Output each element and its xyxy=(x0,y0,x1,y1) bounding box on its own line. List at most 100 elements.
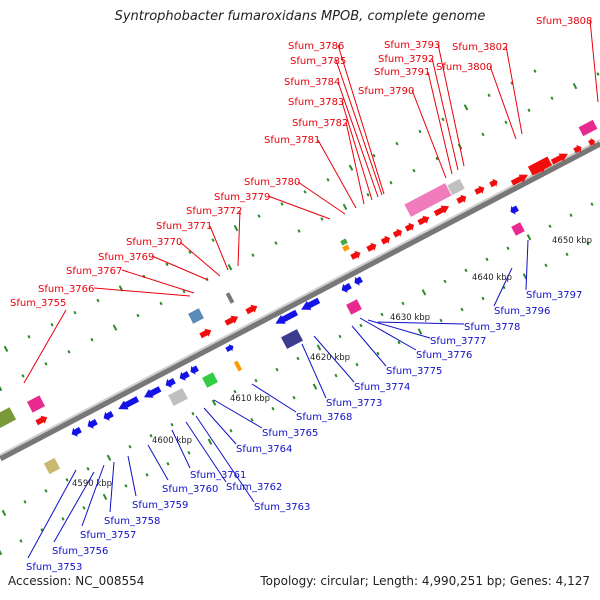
reverse-gene-label: Sfum_3765 xyxy=(262,428,318,439)
tick-dot xyxy=(586,241,590,246)
genome-backbone xyxy=(0,139,600,462)
map-title: Syntrophobacter fumaroxidans MPOB, compl… xyxy=(114,9,486,24)
forward-gene-label: Sfum_3770 xyxy=(126,237,182,248)
tick-dot xyxy=(366,193,370,197)
label-leader xyxy=(377,321,465,325)
label-leader xyxy=(589,19,599,103)
tick-dot xyxy=(397,340,401,345)
tick-dot xyxy=(380,312,384,317)
tick-dot xyxy=(1,509,7,517)
misc-feature xyxy=(340,238,348,246)
tick-dot xyxy=(187,450,191,455)
tick-dot xyxy=(565,252,569,257)
tick-dot xyxy=(460,307,464,312)
tick-dot xyxy=(19,539,23,543)
reverse-gene-label: Sfum_3757 xyxy=(80,530,136,541)
misc-feature xyxy=(202,372,218,388)
forward-gene-label: Sfum_3800 xyxy=(436,62,492,73)
forward-gene-label: Sfum_3781 xyxy=(264,135,320,146)
tick-dot xyxy=(417,328,423,335)
scale-ticks: 4590 kbp 4600 kbp 4610 kbp 4620 kbp 4630 kbp… xyxy=(72,236,592,489)
reverse-gene-label: Sfum_3796 xyxy=(494,306,550,317)
reverse-gene-label: Sfum_3768 xyxy=(296,412,352,423)
scale-tick-label: 4630 kbp xyxy=(390,313,430,323)
forward-gene-label: Sfum_3755 xyxy=(10,298,66,309)
tick-dot xyxy=(316,344,322,351)
reverse-gene-label: Sfum_3760 xyxy=(162,484,218,495)
tick-dot xyxy=(251,253,255,257)
tick-dot xyxy=(297,229,301,233)
tick-dot xyxy=(275,367,279,372)
tick-dot xyxy=(544,263,548,268)
label-leader xyxy=(301,343,327,399)
tick-dot xyxy=(165,262,169,267)
label-leader xyxy=(337,44,385,195)
tick-dot xyxy=(320,217,324,221)
label-leader xyxy=(251,383,297,413)
label-leader xyxy=(147,444,169,481)
label-leader xyxy=(493,267,513,307)
forward-gene xyxy=(392,228,402,238)
label-leader xyxy=(359,317,417,351)
rrna-feature xyxy=(578,119,598,137)
forward-gene-label: Sfum_3779 xyxy=(214,192,270,203)
forward-gene xyxy=(417,215,430,226)
reverse-gene xyxy=(71,427,82,437)
tick-dot xyxy=(504,120,508,125)
misc-feature xyxy=(233,360,243,372)
forward-gene xyxy=(474,185,485,195)
tick-dot xyxy=(21,374,25,378)
forward-gene xyxy=(573,144,582,154)
reverse-gene xyxy=(118,396,140,410)
reverse-gene-label: Sfum_3764 xyxy=(236,444,292,455)
reverse-gene-label: Sfum_3762 xyxy=(226,482,282,493)
tick-dot xyxy=(485,257,489,262)
rrna-feature xyxy=(346,299,362,315)
tick-dot xyxy=(27,334,31,339)
label-leader xyxy=(23,309,67,384)
tick-dot xyxy=(481,132,485,137)
scale-tick-label: 4620 kbp xyxy=(310,353,350,363)
reverse-gene-label: Sfum_3797 xyxy=(526,290,582,301)
tick-dot xyxy=(487,93,491,98)
forward-gene-label: Sfum_3802 xyxy=(452,42,508,53)
misc-feature xyxy=(225,292,235,304)
tick-dot xyxy=(86,467,90,471)
reverse-gene xyxy=(179,371,190,381)
label-leader xyxy=(505,45,523,135)
forward-gene-label: Sfum_3784 xyxy=(284,77,340,88)
tick-dot xyxy=(401,301,405,306)
reverse-gene-label: Sfum_3761 xyxy=(190,470,246,481)
forward-gene xyxy=(456,194,467,204)
tick-dot xyxy=(338,334,342,339)
forward-gene xyxy=(510,174,528,186)
tick-dot xyxy=(67,349,71,354)
tick-dot xyxy=(0,548,3,556)
label-leader xyxy=(171,429,191,469)
tick-dot xyxy=(159,301,163,306)
tick-dot xyxy=(463,104,469,111)
tick-dot xyxy=(342,203,348,210)
forward-gene xyxy=(527,156,553,176)
reverse-gene-label: Sfum_3763 xyxy=(254,502,310,513)
label-leader xyxy=(93,287,191,297)
tick-dot xyxy=(526,234,532,241)
label-leader xyxy=(437,43,465,167)
scale-tick-label: 4610 kbp xyxy=(230,394,270,404)
reverse-gene-label: Sfum_3756 xyxy=(52,546,108,557)
forward-gene-label: Sfum_3793 xyxy=(384,40,440,51)
tick-dot xyxy=(96,298,100,303)
misc-feature xyxy=(281,329,303,349)
tick-dot xyxy=(50,322,54,327)
tick-dot xyxy=(376,351,380,356)
forward-gene-label: Sfum_3786 xyxy=(288,41,344,52)
reverse-gene xyxy=(301,297,321,310)
tick-dot xyxy=(348,164,354,171)
tick-dot xyxy=(464,268,468,273)
tick-dot xyxy=(136,313,140,318)
tick-dot xyxy=(372,153,376,158)
reverse-gene-label: Sfum_3773 xyxy=(326,398,382,409)
tick-dot xyxy=(61,517,65,521)
topology-text: Topology: circular; Length: 4,990,251 bp… xyxy=(260,574,590,588)
